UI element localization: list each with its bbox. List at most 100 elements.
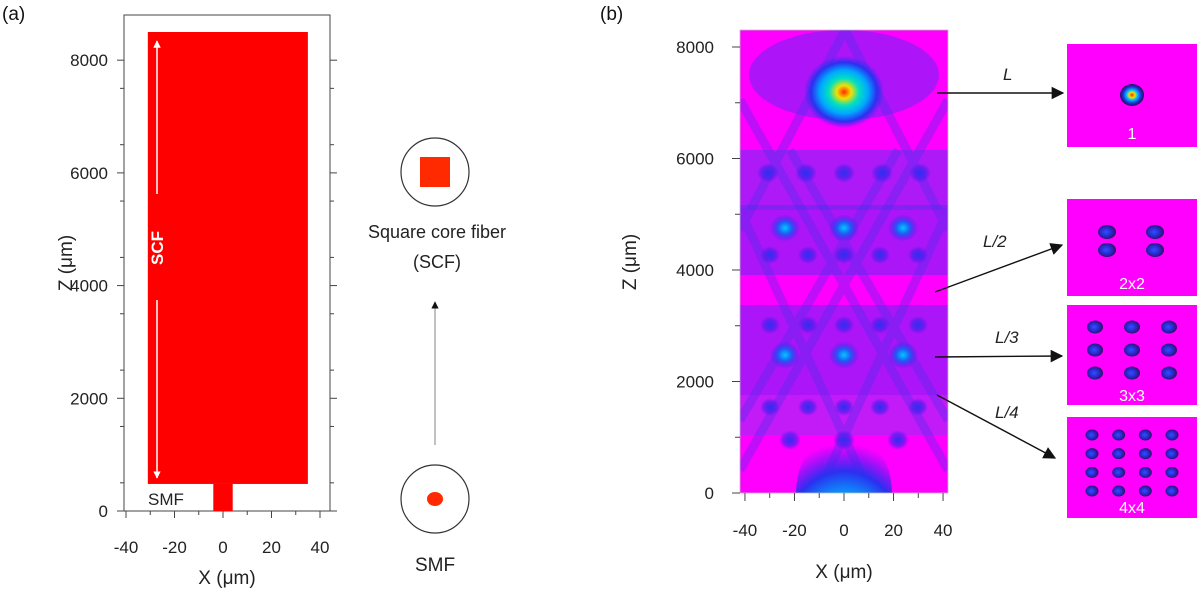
inset-images: L 1 L/2 2x2 L/3 3x3 L/4 4x4 [934, 44, 1197, 518]
scf-name-line2: (SCF) [413, 252, 461, 272]
y-tick-label: 4000 [70, 277, 108, 296]
y-tick-label: 6000 [70, 164, 108, 183]
inset-1x1: L 1 [937, 44, 1197, 147]
panel-a-xlabel: X (μm) [198, 568, 255, 589]
panel-b-ylabel: Z (μm) [620, 234, 641, 290]
field-spot [908, 316, 928, 334]
inset-spot [1124, 343, 1140, 357]
inset-3x3: L/3 3x3 [934, 305, 1197, 405]
field-spot [908, 398, 928, 416]
field-spot [798, 246, 818, 264]
panel-a-y-ticks: 0 2000 4000 6000 8000 [70, 51, 337, 521]
arrow-L3 [934, 349, 1064, 363]
x-tick-label: 0 [218, 538, 227, 557]
inset-2-image [1067, 199, 1197, 296]
x-tick-label: 40 [934, 521, 953, 540]
field-spot [760, 398, 780, 416]
inset-spot [1165, 429, 1179, 441]
panel-a-ylabel: Z (μm) [56, 235, 77, 291]
inset-spot [1161, 320, 1177, 334]
field-spot [888, 341, 918, 369]
arrow-label-L2: L/2 [983, 232, 1007, 251]
x-tick-label: -40 [114, 538, 139, 557]
arrow-L4 [936, 394, 1057, 459]
y-tick-label: 8000 [70, 51, 108, 70]
inset-4-label: 4x4 [1119, 500, 1145, 517]
inset-spot [1146, 243, 1164, 257]
inset-spot [1146, 225, 1164, 239]
panel-b-label: (b) [600, 4, 623, 25]
field-spot [798, 398, 818, 416]
field-spot [757, 163, 779, 183]
y-tick-label: 0 [705, 484, 714, 503]
inset-spot [1112, 485, 1126, 497]
inset-spot [1085, 448, 1099, 460]
inset-spot [1112, 466, 1126, 478]
y-tick-label: 2000 [70, 389, 108, 408]
panel-b-y-ticks: 0 2000 4000 6000 8000 [676, 38, 740, 503]
field-spot [760, 316, 780, 334]
inset-spot [1138, 448, 1152, 460]
smf-round-core [427, 492, 443, 506]
field-spots [757, 163, 931, 450]
scf-square-core [420, 157, 450, 187]
inset-spot [1161, 366, 1177, 380]
x-tick-label: -20 [162, 538, 187, 557]
inset-spot [1112, 448, 1126, 460]
x-tick-label: 0 [839, 521, 848, 540]
field-spot [834, 246, 854, 264]
panel-b-xlabel: X (μm) [815, 562, 872, 583]
panel-b-plot: -40 -20 0 20 40 0 2000 4000 6000 8000 Z (μm) X (… [620, 29, 953, 583]
panel-a-x-ticks: -40 -20 0 20 40 [114, 511, 329, 557]
inset-spot [1138, 466, 1152, 478]
field-spot [870, 246, 890, 264]
inset-4x4: L/4 4x4 [936, 394, 1197, 518]
field-spot [779, 430, 801, 450]
x-tick-label: 20 [262, 538, 281, 557]
field-spot [770, 214, 800, 242]
inset-2x2: L/2 2x2 [934, 199, 1197, 296]
smf-name: SMF [415, 555, 455, 576]
field-spot [870, 316, 890, 334]
y-tick-label: 2000 [676, 373, 714, 392]
field-spot [834, 316, 854, 334]
inset-spot [1112, 429, 1126, 441]
field-spot [829, 341, 859, 369]
smf-label: SMF [148, 490, 184, 509]
x-tick-label: -20 [782, 521, 807, 540]
smf-region [213, 483, 233, 511]
y-tick-label: 8000 [676, 38, 714, 57]
inset-spot [1124, 320, 1140, 334]
x-tick-label: 20 [884, 521, 903, 540]
scf-name-line1: Square core fiber [368, 222, 506, 242]
field-spot [908, 246, 928, 264]
inset-spot [1098, 243, 1116, 257]
arrow-L2 [934, 243, 1064, 293]
y-tick-label: 6000 [676, 150, 714, 169]
inset-1-label: 1 [1128, 126, 1137, 143]
inset-spot [1138, 485, 1152, 497]
field-spot [871, 163, 893, 183]
panel-b-x-ticks: -40 -20 0 20 40 [733, 493, 953, 540]
arrow-label-L4: L/4 [995, 403, 1019, 422]
arrow-label-L: L [1003, 65, 1012, 84]
field-spot [909, 163, 931, 183]
inset-spot [1161, 343, 1177, 357]
field-spot [833, 163, 855, 183]
inset-spot [1085, 485, 1099, 497]
inset-spot [1124, 366, 1140, 380]
field-spot [829, 214, 859, 242]
field-spot [870, 398, 890, 416]
inset-2-label: 2x2 [1119, 276, 1145, 293]
arrow-label-L3: L/3 [995, 328, 1019, 347]
y-tick-label: 0 [99, 502, 108, 521]
fiber-schematic: Square core fiber (SCF) SMF [368, 137, 506, 576]
scf-region [147, 32, 308, 484]
field-spot [770, 341, 800, 369]
inset-spot [1085, 429, 1099, 441]
inset-spot [1098, 225, 1116, 239]
inset-spot [1087, 366, 1103, 380]
scf-label: SCF [148, 231, 167, 265]
panel-a-plot: -40 -20 0 20 40 0 2000 4000 6000 8000 SCF SMF Z … [56, 14, 337, 589]
